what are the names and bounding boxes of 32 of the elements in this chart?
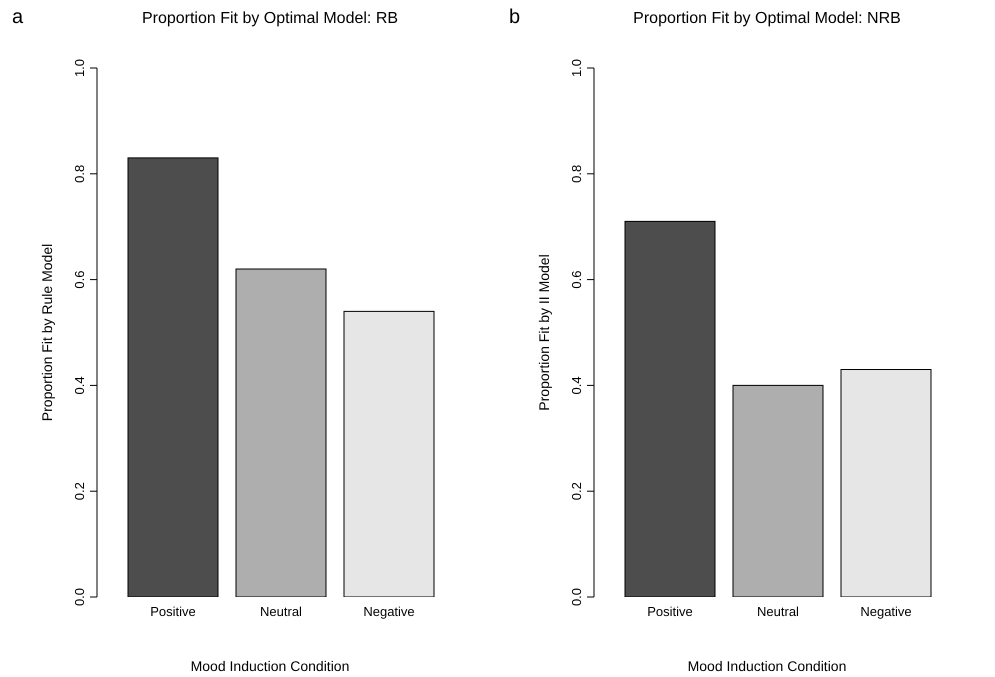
chart-title: Proportion Fit by Optimal Model: RB (140, 10, 400, 28)
x-tick-label: Negative (860, 604, 912, 620)
x-tick-label: Positive (150, 604, 196, 620)
y-tick-label: 0.8 (72, 164, 87, 183)
y-tick-label: 0.4 (72, 376, 87, 394)
bar (840, 369, 932, 597)
y-tick-label: 0.6 (72, 270, 87, 289)
y-tick-label: 0.4 (569, 376, 584, 394)
x-tick-label: Neutral (260, 604, 302, 620)
x-axis-title: Mood Induction Condition (686, 658, 848, 674)
y-tick-label: 0.0 (72, 588, 87, 606)
bar (732, 384, 824, 597)
text: a (12, 6, 24, 29)
bar (236, 268, 326, 597)
bar (128, 157, 218, 597)
x-axis-title: Mood Induction Condition (190, 658, 350, 674)
x-tick-label: Neutral (757, 604, 800, 620)
text: b (509, 6, 520, 29)
y-tick-label: 0.0 (569, 588, 584, 606)
y-axis-title: Proportion Fit by II Model (536, 254, 552, 411)
y-tick-label: 0.2 (72, 482, 87, 500)
y-tick-label: 1.0 (72, 58, 87, 78)
y-tick-label: 0.2 (569, 482, 584, 500)
y-tick-label: 0.6 (569, 270, 584, 289)
chart-title: Proportion Fit by Optimal Model: NRB (632, 10, 902, 28)
bar (624, 220, 716, 597)
y-tick-label: 0.8 (569, 164, 584, 183)
bar (344, 310, 434, 597)
x-tick-label: Positive (647, 604, 693, 620)
y-tick-label: 1.0 (569, 58, 584, 78)
y-axis-title: Proportion Fit by Rule Model (38, 244, 55, 422)
x-tick-label: Negative (363, 604, 415, 620)
